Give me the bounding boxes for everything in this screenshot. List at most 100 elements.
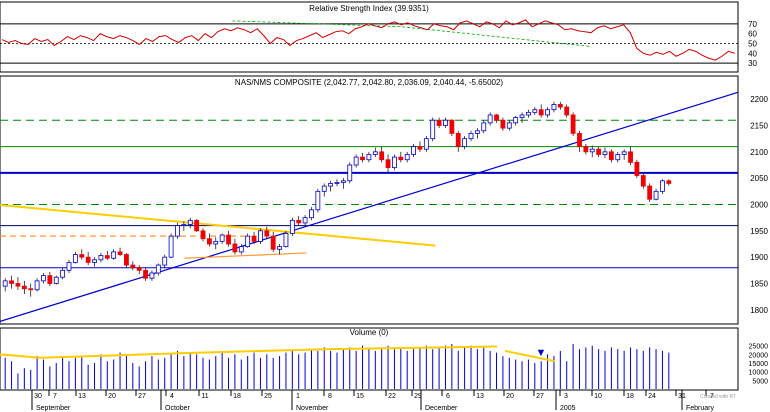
candle-body — [289, 219, 295, 234]
candle-body — [187, 219, 193, 225]
candle-body — [347, 164, 353, 182]
candle-body — [98, 255, 104, 261]
candle-body — [557, 104, 563, 108]
candle-body — [15, 283, 21, 287]
candle-body — [162, 256, 168, 266]
price-tick-label: 2150 — [750, 122, 768, 131]
volume-tick-label: 20000 — [749, 352, 769, 359]
candle-body — [28, 288, 34, 291]
candle-body — [9, 280, 14, 284]
rsi-title: Relative Strength Index (39.9351) — [309, 4, 429, 13]
candle-body — [194, 219, 200, 232]
rsi-tick-label: 30 — [748, 59, 757, 68]
candle-body — [411, 146, 416, 155]
price-trendline — [0, 204, 436, 247]
candle-body — [513, 117, 519, 124]
x-month-label: December — [425, 405, 458, 412]
rsi-tick-label: 70 — [748, 20, 757, 29]
x-day-label: 27 — [138, 393, 146, 400]
credit-note: Created with RT — [700, 394, 736, 400]
price-tick-label: 2100 — [750, 148, 768, 157]
x-month-label: September — [36, 405, 71, 412]
volume-tick-label: 10000 — [749, 370, 769, 377]
volume-tick-label: 15000 — [749, 361, 769, 368]
candle-body — [423, 138, 429, 150]
candle-body — [92, 259, 97, 263]
candle-body — [443, 119, 448, 126]
candle-body — [379, 151, 385, 161]
price-tick-label: 1900 — [750, 253, 768, 262]
price-tick-label: 1950 — [750, 227, 768, 236]
candle-body — [66, 262, 72, 271]
candle-body — [564, 106, 570, 116]
price-tick-label: 2200 — [750, 95, 768, 104]
x-month-label: February — [686, 405, 715, 412]
candle-body — [181, 224, 187, 226]
rsi-tick-label: 50 — [748, 39, 757, 48]
candle-body — [79, 254, 85, 258]
x-axis: 3071320274111825181522296132027310182431… — [0, 389, 738, 412]
candle-body — [570, 114, 576, 134]
candle-body — [2, 280, 8, 287]
candle-body — [353, 156, 359, 166]
candle-body — [417, 146, 423, 150]
candle-body — [296, 219, 302, 224]
candle-body — [577, 132, 582, 147]
x-day-label: 7 — [710, 393, 714, 400]
candle-body — [104, 255, 110, 259]
volume-tick-label: 5000 — [752, 378, 768, 385]
candle-body — [660, 180, 665, 192]
x-day-label: 20 — [108, 393, 116, 400]
volume-tick-label: 25000 — [749, 344, 769, 351]
candle-body — [647, 185, 653, 200]
candle-body — [60, 269, 66, 278]
candle-body — [245, 235, 251, 248]
candle-body — [200, 230, 206, 240]
candle-body — [251, 235, 257, 242]
candle-body — [258, 230, 263, 242]
price-title: NAS/NMS COMPOSITE (2,042.77, 2,042.80, 2… — [235, 78, 503, 87]
candle-body — [238, 246, 244, 253]
candle-body — [602, 151, 608, 155]
candle-body — [149, 272, 155, 279]
candle-body — [47, 275, 53, 284]
x-day-label: 22 — [388, 393, 396, 400]
x-day-label: 1 — [296, 393, 300, 400]
candle-body — [449, 119, 455, 134]
candle-body — [392, 156, 397, 169]
candle-body — [175, 225, 180, 237]
candle-body — [53, 276, 59, 284]
candle-body — [136, 267, 142, 271]
x-day-label: 10 — [594, 393, 602, 400]
x-month-label: 2005 — [560, 405, 576, 412]
x-day-label: 7 — [53, 393, 57, 400]
rsi-tick-label: 40 — [748, 49, 757, 58]
candle-body — [538, 109, 544, 116]
candle-body — [430, 119, 436, 140]
candle-body — [615, 154, 621, 161]
price-tick-label: 2000 — [750, 201, 768, 210]
volume-arrow-icon: ▼ — [536, 347, 547, 359]
candle-body — [155, 264, 161, 274]
x-day-label: 29 — [414, 393, 422, 400]
price-tick-label: 1850 — [750, 280, 768, 289]
x-day-label: 3 — [564, 393, 568, 400]
candle-body — [474, 130, 480, 134]
candle-body — [328, 183, 334, 187]
candle-body — [436, 119, 442, 126]
candle-body — [621, 151, 627, 155]
candle-body — [532, 109, 538, 113]
candle-body — [385, 159, 391, 169]
x-day-label: 4 — [170, 393, 174, 400]
candle-body — [666, 180, 672, 184]
candle-body — [596, 148, 602, 155]
candle-body — [34, 280, 40, 291]
candle-body — [219, 234, 225, 242]
candle-body — [398, 156, 404, 161]
candle-body — [468, 132, 474, 140]
candle-body — [213, 240, 219, 245]
candle-body — [277, 246, 282, 250]
candle-body — [168, 235, 174, 258]
candle-body — [232, 243, 238, 253]
